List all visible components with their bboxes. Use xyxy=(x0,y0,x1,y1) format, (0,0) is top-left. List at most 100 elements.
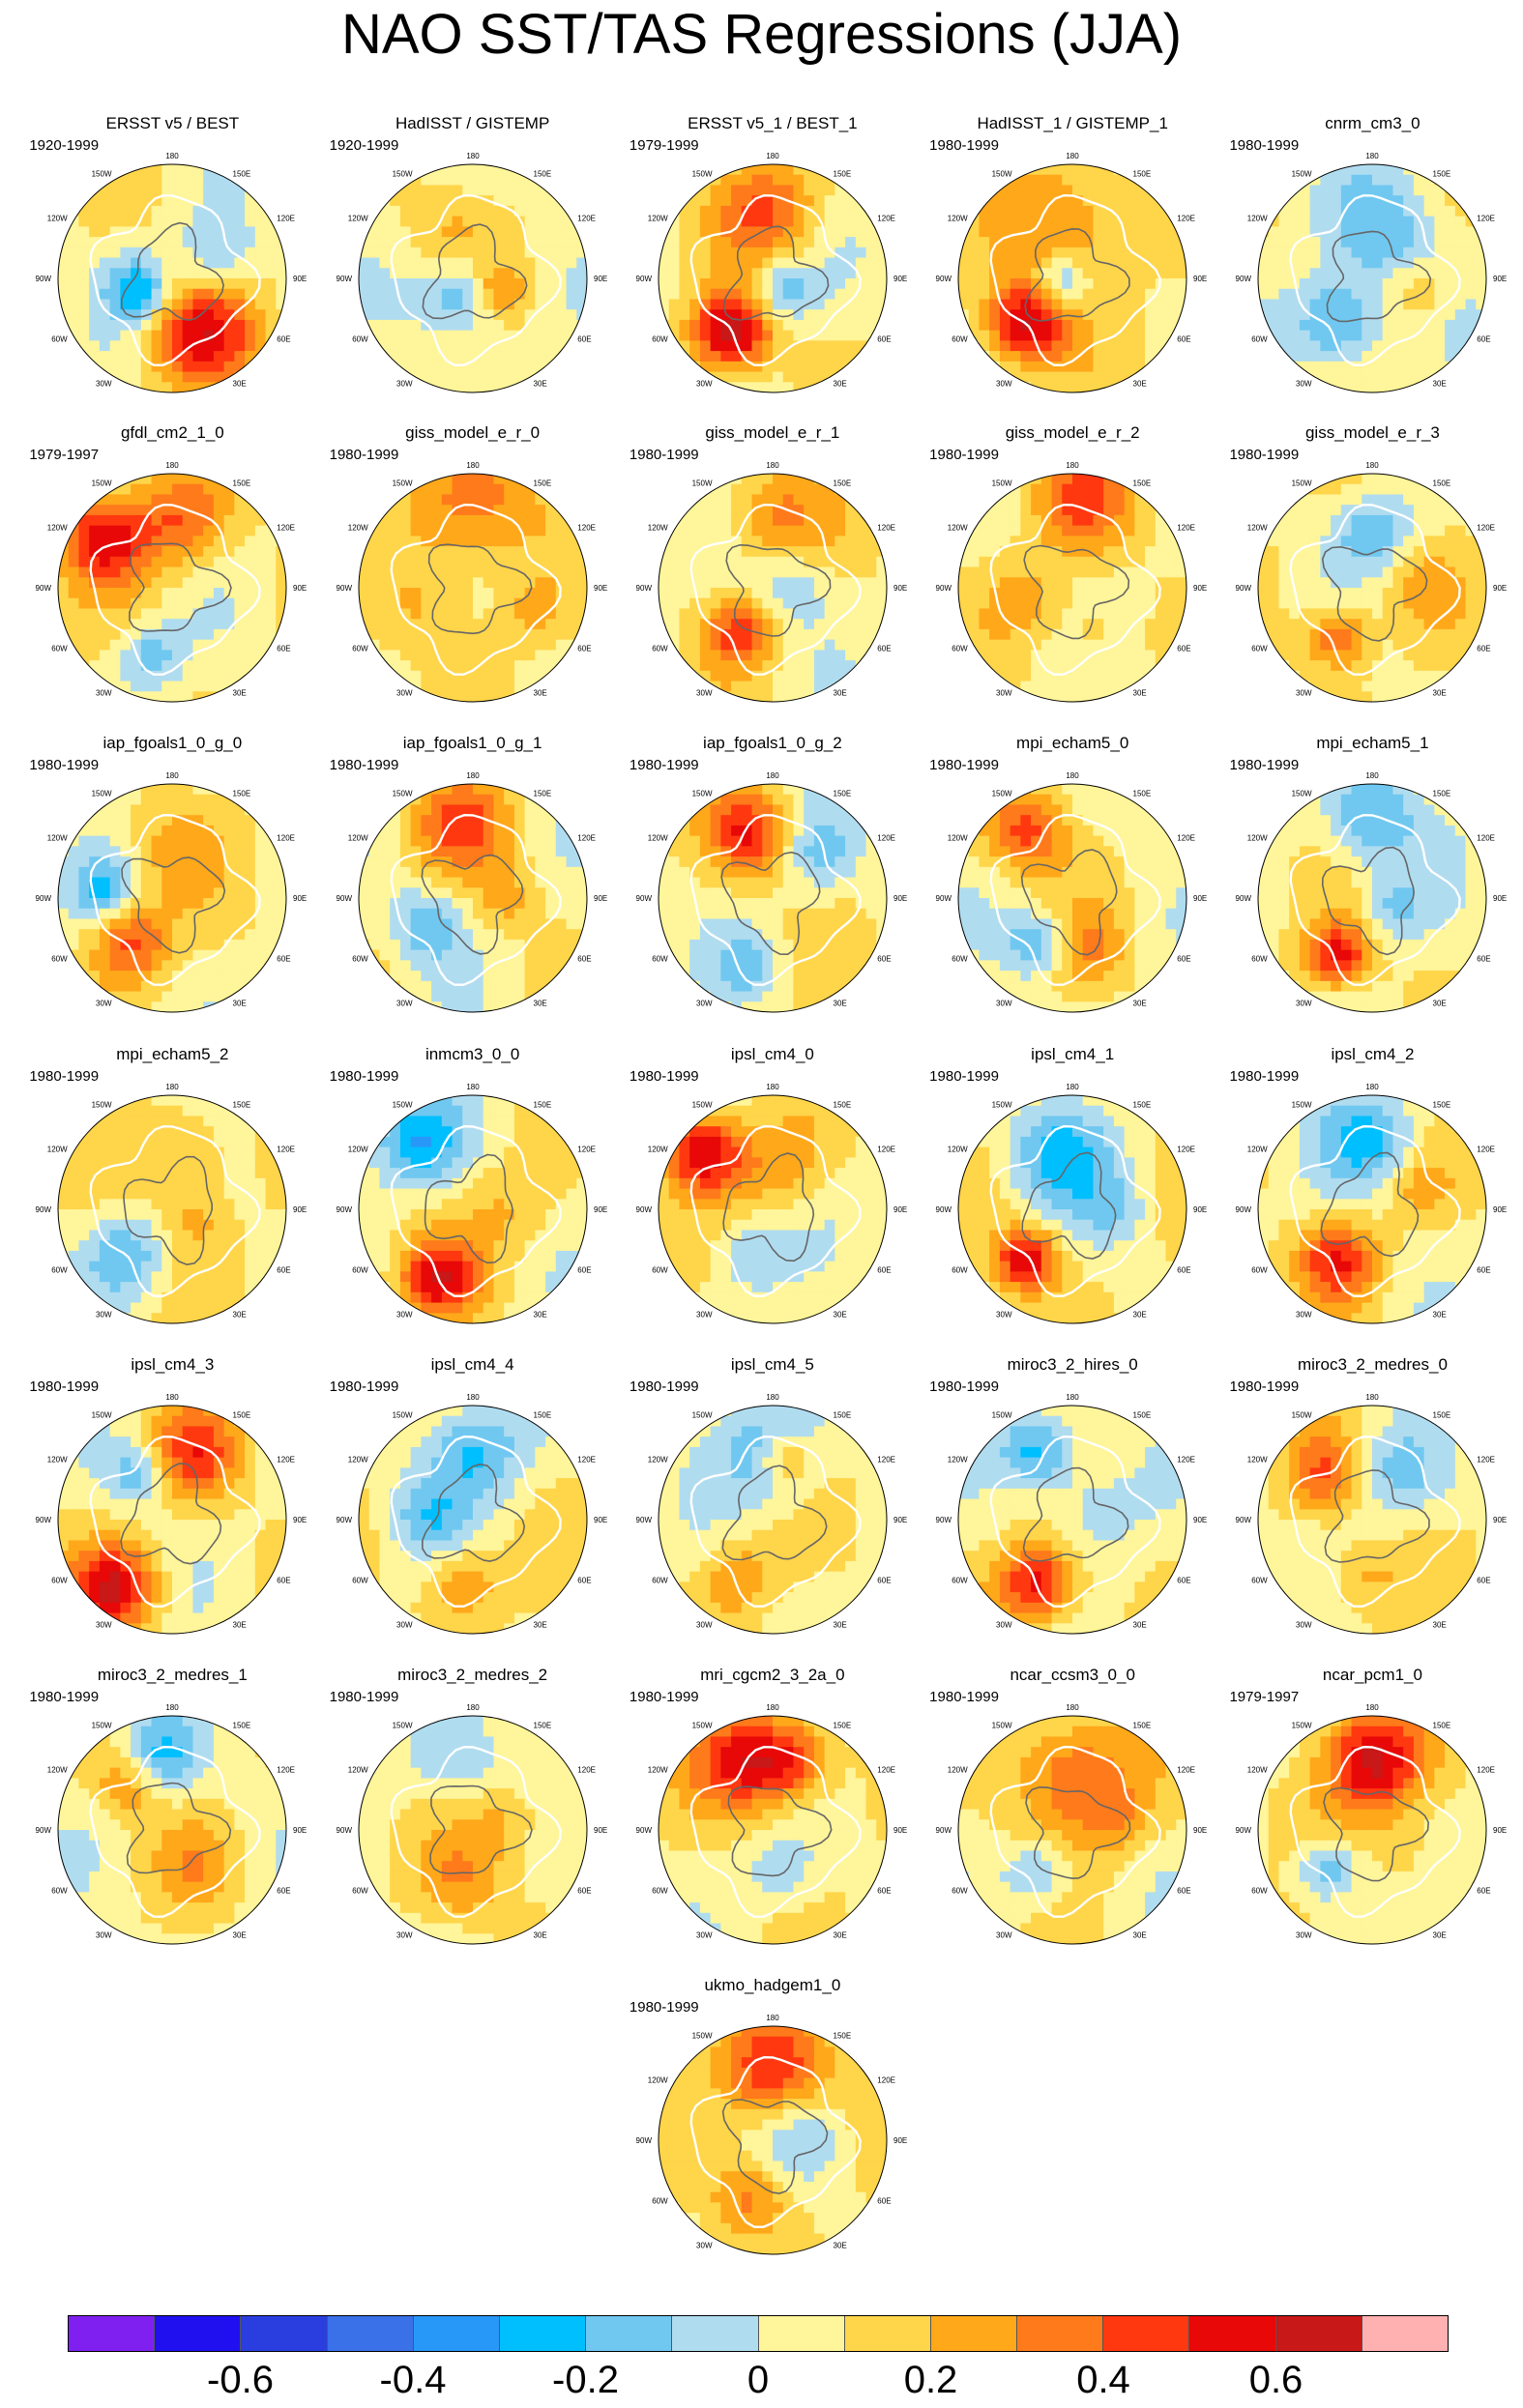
field-cell xyxy=(161,514,173,527)
panel-title: gfdl_cm2_1_0 xyxy=(120,422,224,442)
field-cell xyxy=(1010,536,1022,547)
field-cell xyxy=(183,362,194,373)
field-cell xyxy=(710,268,721,279)
field-cell xyxy=(835,340,846,352)
field-cell xyxy=(503,639,515,651)
field-cell xyxy=(151,164,163,176)
field-cell xyxy=(555,330,567,342)
field-cell xyxy=(772,278,784,290)
field-cell xyxy=(989,268,1001,279)
field-cell xyxy=(668,288,680,301)
field-cell xyxy=(720,164,732,176)
field-cell xyxy=(192,514,205,527)
field-cell xyxy=(1331,330,1342,342)
field-cell xyxy=(161,340,173,352)
field-cell xyxy=(876,185,887,197)
field-cell xyxy=(710,505,721,516)
field-cell xyxy=(782,320,794,332)
field-cell xyxy=(234,351,247,363)
field-cell xyxy=(461,660,474,672)
field-cell xyxy=(835,195,846,207)
field-cell xyxy=(1383,608,1394,620)
field-cell xyxy=(1341,278,1353,290)
field-cell xyxy=(69,320,80,332)
field-cell xyxy=(1134,268,1146,279)
field-cell xyxy=(1093,288,1104,301)
field-cell xyxy=(255,340,267,352)
field-cell xyxy=(452,546,463,558)
field-cell xyxy=(1051,639,1064,651)
field-cell xyxy=(69,278,80,290)
field-cell xyxy=(855,473,867,485)
field-cell xyxy=(1310,619,1322,630)
longitude-label: 60W xyxy=(952,335,968,344)
field-cell xyxy=(555,525,567,537)
field-cell xyxy=(844,278,857,290)
field-cell xyxy=(855,577,867,589)
field-cell xyxy=(679,268,690,279)
field-cell xyxy=(192,619,205,630)
field-cell xyxy=(793,237,805,248)
field-cell xyxy=(441,566,453,578)
field-cell xyxy=(1403,185,1415,197)
longitude-label: 90E xyxy=(594,275,607,283)
field-cell xyxy=(1145,288,1157,301)
polar-map: 180150E150W120E120W90E90W60E60W30E30W0 xyxy=(36,461,308,703)
field-cell xyxy=(265,587,278,599)
field-cell xyxy=(1445,216,1456,228)
field-cell xyxy=(1040,206,1053,218)
field-cell xyxy=(782,608,794,620)
field-cell xyxy=(1278,691,1291,702)
field-cell xyxy=(1103,206,1115,218)
field-cell xyxy=(78,164,91,176)
panel-period: 1980-1999 xyxy=(329,446,399,463)
field-cell xyxy=(566,628,577,641)
field-cell xyxy=(1072,514,1084,527)
field-cell xyxy=(1031,247,1042,259)
field-cell xyxy=(793,608,805,620)
field-cell xyxy=(813,195,826,207)
field-cell xyxy=(1082,382,1095,393)
field-cell xyxy=(420,371,432,384)
field-cell xyxy=(1114,660,1126,672)
field-cell xyxy=(161,650,173,661)
field-cell xyxy=(968,483,981,496)
field-cell xyxy=(534,340,546,352)
field-cell xyxy=(1134,309,1146,321)
field-cell xyxy=(793,351,805,363)
field-cell xyxy=(1072,483,1084,496)
field-cell xyxy=(813,556,826,568)
field-cell xyxy=(1145,320,1157,332)
field-cell xyxy=(865,371,877,384)
field-cell xyxy=(844,268,857,279)
field-cell xyxy=(668,237,680,248)
field-cell xyxy=(855,268,867,279)
map-panel: giss_model_e_r_2 1980-1999 180 150E 150W 120E… xyxy=(927,416,1217,706)
field-cell xyxy=(679,556,690,568)
field-cell xyxy=(1392,525,1405,537)
field-cell xyxy=(544,619,557,630)
field-cell xyxy=(1414,288,1425,301)
field-cell xyxy=(741,650,753,661)
polar-map: 180150E150W120E120W90E90W60E60W30E30W0 xyxy=(635,461,907,703)
field-cell xyxy=(1000,556,1011,568)
field-cell xyxy=(131,351,142,363)
field-cell xyxy=(524,247,536,259)
field-cell xyxy=(1072,619,1084,630)
coastline xyxy=(689,194,862,367)
field-cell xyxy=(461,164,474,176)
field-cell xyxy=(1258,320,1270,332)
field-cell xyxy=(989,514,1001,527)
field-cell xyxy=(410,320,422,332)
field-cell xyxy=(762,691,774,702)
field-cell xyxy=(430,237,443,248)
field-cell xyxy=(1424,639,1436,651)
field-cell xyxy=(668,628,680,641)
field-cell xyxy=(1010,351,1022,363)
field-cell xyxy=(483,257,494,270)
field-cell xyxy=(566,237,577,248)
field-cell xyxy=(979,382,990,393)
field-cell xyxy=(958,577,970,589)
field-cell xyxy=(513,556,525,568)
field-cell xyxy=(120,174,132,187)
